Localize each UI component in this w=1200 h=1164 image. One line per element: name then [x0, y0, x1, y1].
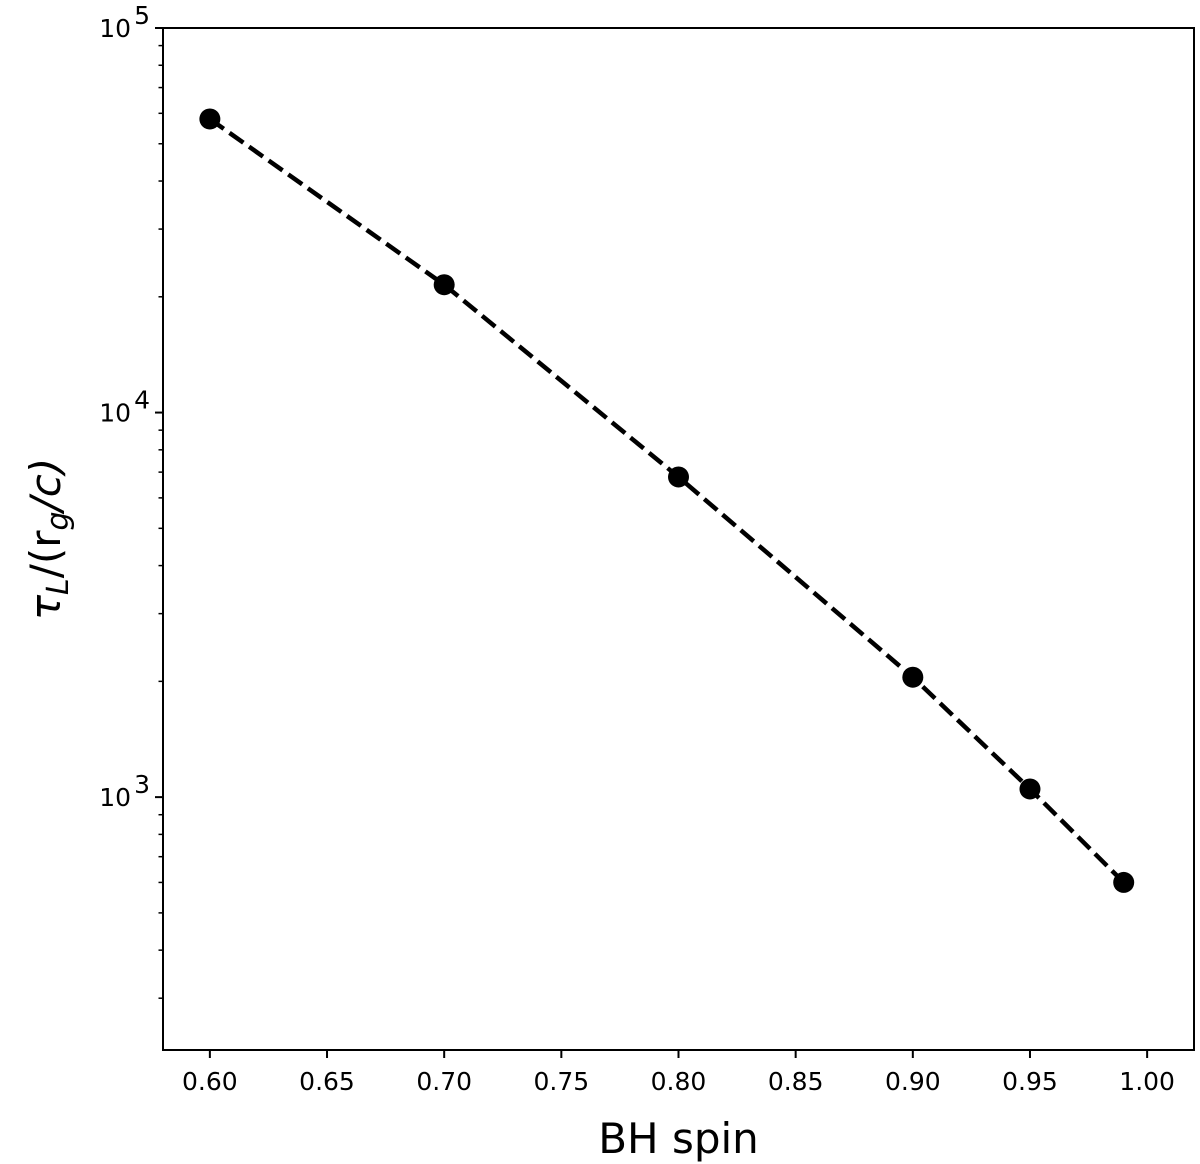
plot-frame	[162, 27, 1195, 1051]
data-point	[668, 466, 689, 488]
y-tick-exponent: 3	[134, 770, 150, 799]
svg-text:τL/(rg/c): τL/(rg/c)	[21, 458, 76, 621]
x-tick-label: 0.95	[1002, 1067, 1058, 1096]
data-point	[433, 274, 455, 296]
y-tick-label: 10	[99, 783, 131, 812]
y-tick-label: 10	[99, 399, 131, 428]
x-tick-label: 0.75	[534, 1067, 590, 1096]
y-label-tail: /c)	[21, 458, 70, 516]
series-line	[208, 117, 1126, 884]
x-tick-label: 0.65	[299, 1067, 355, 1096]
data-point	[199, 108, 221, 130]
y-label-tau: τ	[21, 594, 70, 620]
x-tick-label: 0.60	[182, 1067, 238, 1096]
x-tick-label: 1.00	[1119, 1067, 1175, 1096]
data-point	[1113, 871, 1135, 893]
x-axis-label: BH spin	[598, 1114, 759, 1163]
y-tick-exponent: 4	[134, 386, 150, 415]
data-point	[902, 666, 924, 688]
y-label-mid: /(r	[21, 530, 70, 579]
plot-series	[199, 108, 1135, 893]
data-point	[1019, 778, 1041, 800]
y-tick-label: 10	[99, 14, 131, 43]
x-tick-label: 0.85	[768, 1067, 824, 1096]
y-label-r-sub: g	[41, 511, 76, 530]
x-tick-label: 0.80	[651, 1067, 707, 1096]
x-axis-ticks: 0.60 0.65 0.70 0.75 0.80 0.85 0.90 0.95 1.00	[182, 1050, 1175, 1096]
y-label-tau-sub: L	[41, 578, 76, 595]
x-tick-label: 0.70	[416, 1067, 472, 1096]
y-tick-exponent: 5	[134, 1, 150, 30]
x-tick-label: 0.90	[885, 1067, 941, 1096]
y-axis-label: τL/(rg/c)	[21, 458, 76, 621]
